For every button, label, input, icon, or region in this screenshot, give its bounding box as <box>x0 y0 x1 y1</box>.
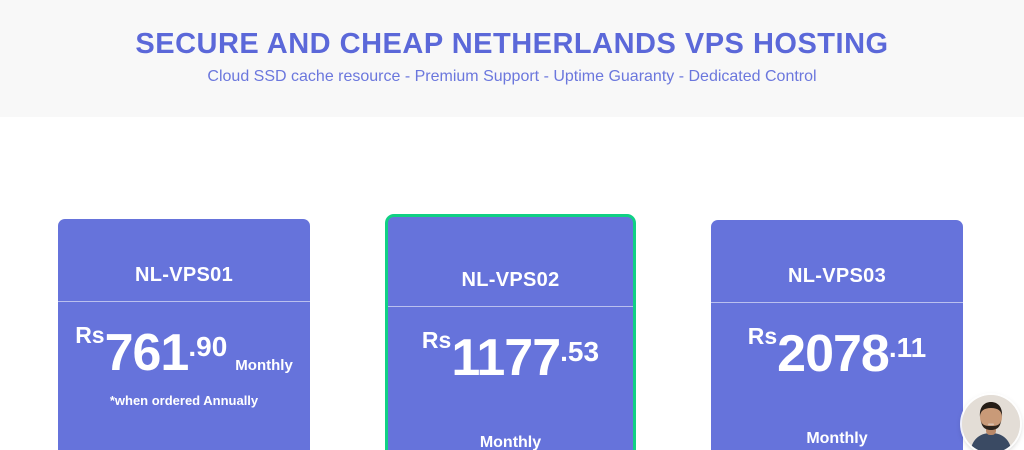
price-cents: .53 <box>560 336 600 367</box>
annual-order-note: *when ordered Annually <box>109 393 259 408</box>
currency-symbol: Rs <box>421 327 452 353</box>
plan-price: Rs 761 .90 Monthly <box>58 322 310 382</box>
plan-name: NL-VPS02 <box>388 217 633 307</box>
pricing-card-nl-vps03[interactable]: NL-VPS03 Rs 2078 .11 Monthly <box>711 220 963 450</box>
pricing-card-nl-vps01[interactable]: NL-VPS01 Rs 761 .90 Monthly *when ordere… <box>58 219 310 450</box>
plan-price: Rs 1177 .53 <box>388 327 633 387</box>
price-cents: .11 <box>888 332 927 363</box>
currency-symbol: Rs <box>747 323 778 349</box>
price-amount: 2078 <box>777 325 890 383</box>
support-agent-avatar-icon <box>962 395 1020 450</box>
price-amount: 1177 <box>451 329 561 387</box>
hero-header: SECURE AND CHEAP NETHERLANDS VPS HOSTING… <box>0 0 1024 117</box>
price-cents: .90 <box>188 331 228 362</box>
plan-price: Rs 2078 .11 <box>711 323 963 383</box>
currency-symbol: Rs <box>75 322 105 348</box>
chat-widget-button[interactable] <box>962 395 1020 450</box>
billing-period: Monthly <box>479 434 542 450</box>
price-amount: 761 <box>104 324 190 382</box>
pricing-card-nl-vps02[interactable]: NL-VPS02 Rs 1177 .53 Monthly <box>385 214 636 450</box>
plan-name: NL-VPS01 <box>58 219 310 302</box>
billing-period: Monthly <box>235 357 293 374</box>
plan-name: NL-VPS03 <box>711 220 963 303</box>
billing-period: Monthly <box>806 430 868 447</box>
page-title: SECURE AND CHEAP NETHERLANDS VPS HOSTING <box>135 28 889 60</box>
page-subtitle: Cloud SSD cache resource - Premium Suppo… <box>207 67 817 85</box>
